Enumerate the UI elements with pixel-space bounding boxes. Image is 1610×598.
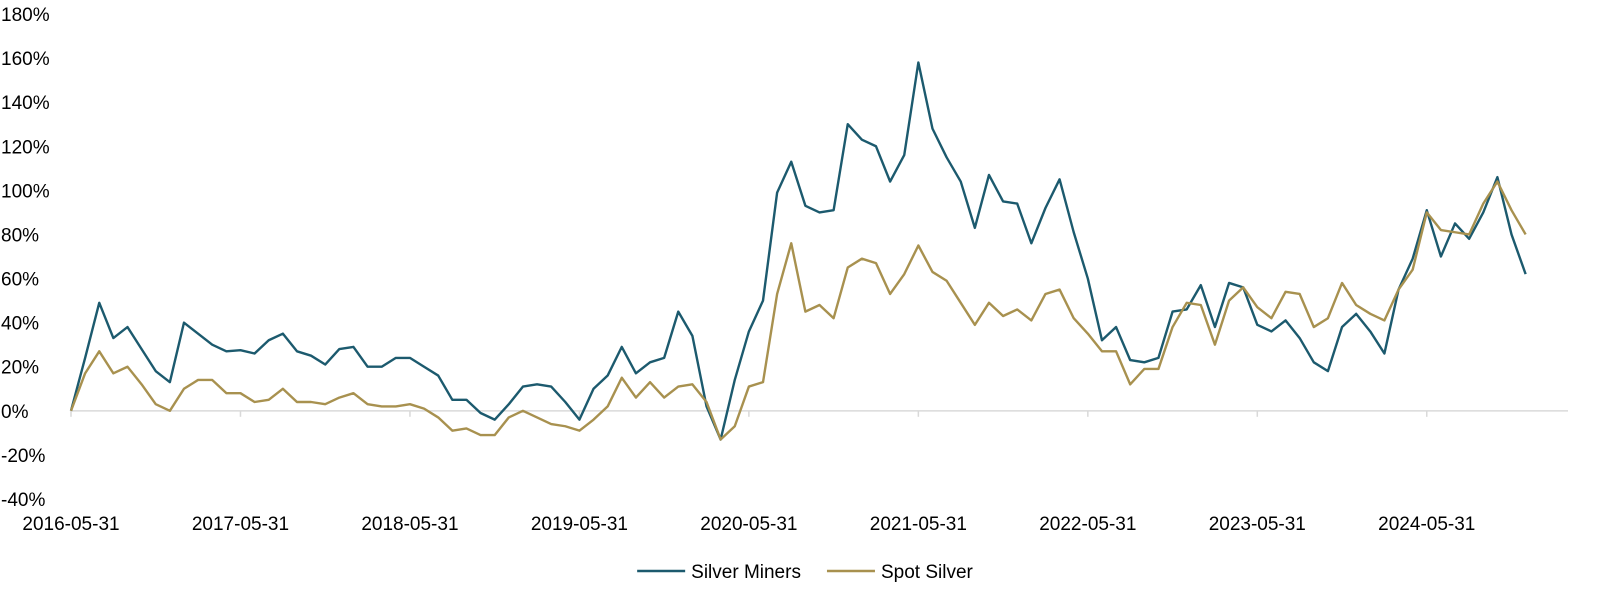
y-tick-label: 0%	[1, 402, 29, 423]
x-tick-label: 2021-05-31	[870, 514, 967, 535]
x-tick-label: 2023-05-31	[1209, 514, 1306, 535]
series-lines	[69, 61, 1527, 441]
x-tick-label: 2018-05-31	[361, 514, 458, 535]
legend: Silver Miners Spot Silver	[637, 562, 974, 583]
series-line-silver-miners	[69, 61, 1527, 441]
series-line-spot-silver	[69, 180, 1527, 441]
y-axis-tick-labels: -40% -20% 0% 20% 40% 60% 80% 100% 120% 140% 160% 18…	[1, 5, 50, 511]
x-tick-label: 2022-05-31	[1039, 514, 1136, 535]
y-tick-label: 160%	[1, 49, 50, 70]
y-tick-label: 140%	[1, 93, 50, 114]
x-tick-label: 2024-05-31	[1378, 514, 1475, 535]
y-tick-label: 180%	[1, 5, 50, 26]
y-tick-label: 20%	[1, 358, 39, 379]
legend-label-silver-miners: Silver Miners	[691, 562, 801, 583]
y-tick-label: -20%	[1, 446, 45, 467]
y-tick-label: 100%	[1, 181, 50, 202]
x-tick-label: 2017-05-31	[192, 514, 289, 535]
legend-label-spot-silver: Spot Silver	[881, 562, 974, 583]
y-tick-label: 120%	[1, 137, 50, 158]
x-axis: 2016-05-31 2017-05-31 2018-05-31 2019-05-31…	[22, 410, 1568, 535]
x-tick-label: 2016-05-31	[22, 514, 119, 535]
y-tick-label: 80%	[1, 225, 39, 246]
y-tick-label: 40%	[1, 314, 39, 335]
x-tick-label: 2020-05-31	[700, 514, 797, 535]
x-tick-label: 2019-05-31	[531, 514, 628, 535]
y-tick-label: -40%	[1, 490, 45, 511]
y-tick-label: 60%	[1, 270, 39, 291]
